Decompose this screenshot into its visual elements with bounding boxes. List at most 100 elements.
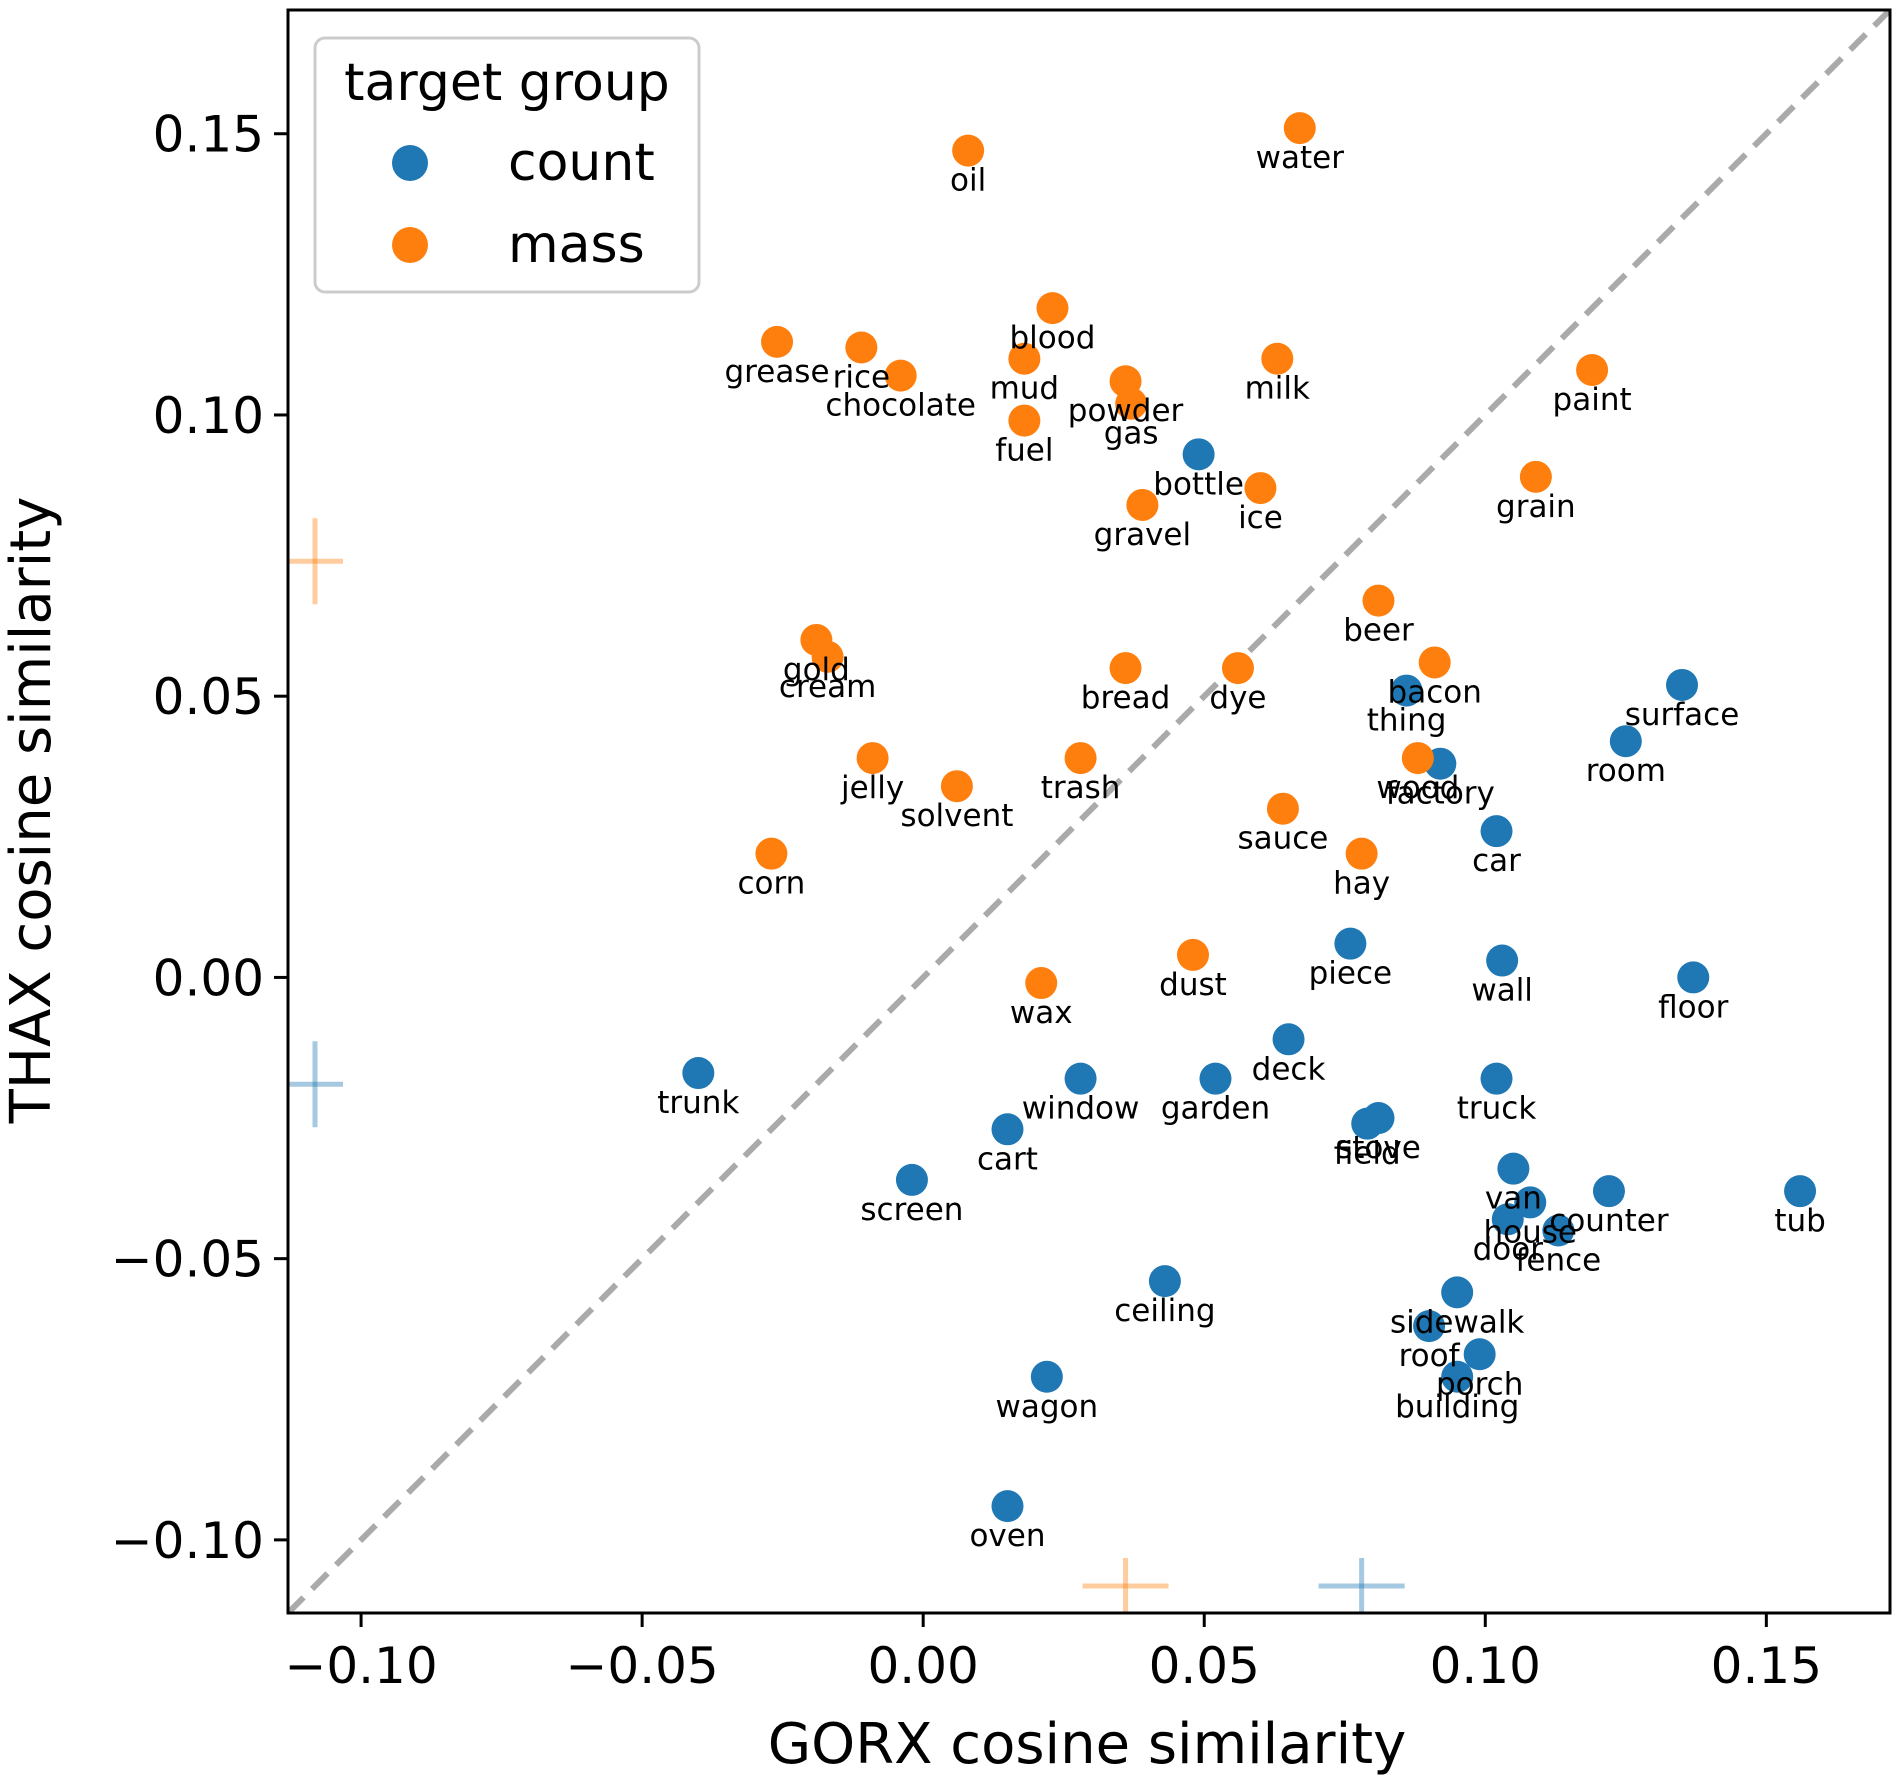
plot-frame <box>286 8 1892 1615</box>
mass-point-water <box>1283 112 1316 145</box>
mass-point-paint <box>1576 353 1609 386</box>
count-point-trunk <box>682 1057 715 1090</box>
count-label-window: window <box>1022 1091 1140 1127</box>
count-point-cart <box>991 1113 1024 1146</box>
count-label-wagon: wagon <box>996 1389 1099 1425</box>
count-label-factory: factory <box>1386 776 1495 812</box>
count-point-fence <box>1542 1214 1575 1247</box>
count-point-room <box>1609 725 1642 758</box>
x-axis-title: GORX cosine similarity <box>768 1712 1406 1777</box>
mass-point-blood <box>1036 292 1069 325</box>
count-label-fence: fence <box>1515 1243 1601 1279</box>
mass-label-oil: oil <box>950 163 986 199</box>
count-label-floor: floor <box>1658 989 1728 1025</box>
mass-label-hay: hay <box>1333 866 1390 902</box>
x-tick-label: 0.05 <box>1149 1637 1260 1695</box>
mass-label-dye: dye <box>1209 680 1266 716</box>
x-axis: GORX cosine similarity −0.10 −0.05 0.00 0.0… <box>284 1613 1822 1777</box>
count-point-van <box>1497 1152 1530 1185</box>
y-tick-label: 0.00 <box>153 949 264 1007</box>
mass-point-milk <box>1261 342 1294 375</box>
mass-label-bacon: bacon <box>1388 674 1482 710</box>
count-label-roof: roof <box>1399 1338 1461 1374</box>
count-point-roof <box>1413 1310 1446 1343</box>
mass-point-gas <box>1115 387 1148 420</box>
mass-point-ice <box>1244 472 1277 505</box>
count-label-door: door <box>1473 1231 1544 1267</box>
count-label-stove: stove <box>1336 1130 1421 1166</box>
count-label-field: field <box>1334 1136 1401 1172</box>
mass-label-dust: dust <box>1159 967 1227 1003</box>
mass-label-cream: cream <box>779 669 876 705</box>
mass-point-rice <box>845 331 878 364</box>
legend: target group count mass <box>313 36 701 294</box>
mass-label-blood: blood <box>1010 320 1096 356</box>
y-tick-label: 0.05 <box>153 668 264 726</box>
count-point-bottle <box>1182 438 1215 471</box>
y-tick-label: −0.10 <box>111 1512 264 1570</box>
count-label-bottle: bottle <box>1153 466 1244 502</box>
mass-point-dye <box>1221 652 1254 685</box>
legend-title: target group <box>344 53 670 113</box>
count-point-oven <box>991 1490 1024 1523</box>
mass-point-trash <box>1064 742 1097 775</box>
mass-point-grease <box>761 325 794 358</box>
count-label-wall: wall <box>1471 973 1533 1009</box>
mass-point-jelly <box>856 742 889 775</box>
count-point-car <box>1480 815 1513 848</box>
mass-label-paint: paint <box>1553 382 1632 418</box>
legend-marker-mass <box>392 227 428 263</box>
count-label-garden: garden <box>1161 1091 1270 1127</box>
mass-label-powder: powder <box>1068 393 1184 429</box>
mass-point-cream <box>811 640 844 673</box>
x-tick-label: −0.10 <box>284 1637 437 1695</box>
mass-label-grease: grease <box>725 354 830 390</box>
mass-point-oil <box>952 134 985 167</box>
count-point-ceiling <box>1148 1265 1181 1298</box>
count-point-window <box>1064 1062 1097 1095</box>
count-label-tub: tub <box>1774 1203 1825 1239</box>
mass-label-rice: rice <box>833 359 890 395</box>
count-label-oven: oven <box>969 1518 1045 1554</box>
count-label-surface: surface <box>1625 697 1740 733</box>
mass-label-grain: grain <box>1496 489 1576 525</box>
count-label-piece: piece <box>1309 956 1392 992</box>
y-tick-label: 0.15 <box>153 106 264 164</box>
count-point-piece <box>1334 927 1367 960</box>
count-point-thing <box>1390 674 1423 707</box>
count-label-porch: porch <box>1436 1366 1523 1402</box>
mass-label-sauce: sauce <box>1237 821 1328 857</box>
mass-label-bread: bread <box>1081 680 1171 716</box>
count-point-screen <box>895 1163 928 1196</box>
mass-point-gravel <box>1126 488 1159 521</box>
mass-point-beer <box>1362 584 1395 617</box>
legend-label-count: count <box>508 133 655 193</box>
mass-label-gravel: gravel <box>1094 517 1191 553</box>
mass-label-ice: ice <box>1238 500 1283 536</box>
x-tick-label: 0.10 <box>1430 1637 1541 1695</box>
plot-data-layer <box>288 10 1890 1613</box>
y-tick-label: 0.10 <box>153 387 264 445</box>
count-label-van: van <box>1485 1181 1542 1217</box>
x-tick-label: −0.05 <box>566 1637 719 1695</box>
mass-label-wax: wax <box>1010 995 1073 1031</box>
plot-area: bottle thing factory surface room car piece wal… <box>286 8 1892 1615</box>
count-label-counter: counter <box>1549 1203 1669 1239</box>
mass-label-jelly: jelly <box>840 770 904 806</box>
count-label-trunk: trunk <box>657 1085 739 1121</box>
count-point-deck <box>1272 1023 1305 1056</box>
diagonal-reference-line <box>288 10 1890 1613</box>
count-point-wall <box>1486 944 1519 977</box>
mass-point-sauce <box>1266 792 1299 825</box>
count-point-sidewalk <box>1441 1276 1474 1309</box>
mass-label-chocolate: chocolate <box>825 388 976 424</box>
y-axis: THAX cosine similarity −0.10 −0.05 0.00 0.0… <box>0 106 288 1570</box>
mass-point-bacon <box>1418 646 1451 679</box>
x-tick-label: 0.15 <box>1711 1637 1822 1695</box>
mass-point-dust <box>1176 938 1209 971</box>
count-label-building: building <box>1395 1389 1519 1425</box>
count-label-ceiling: ceiling <box>1114 1293 1215 1329</box>
mass-point-hay <box>1345 837 1378 870</box>
